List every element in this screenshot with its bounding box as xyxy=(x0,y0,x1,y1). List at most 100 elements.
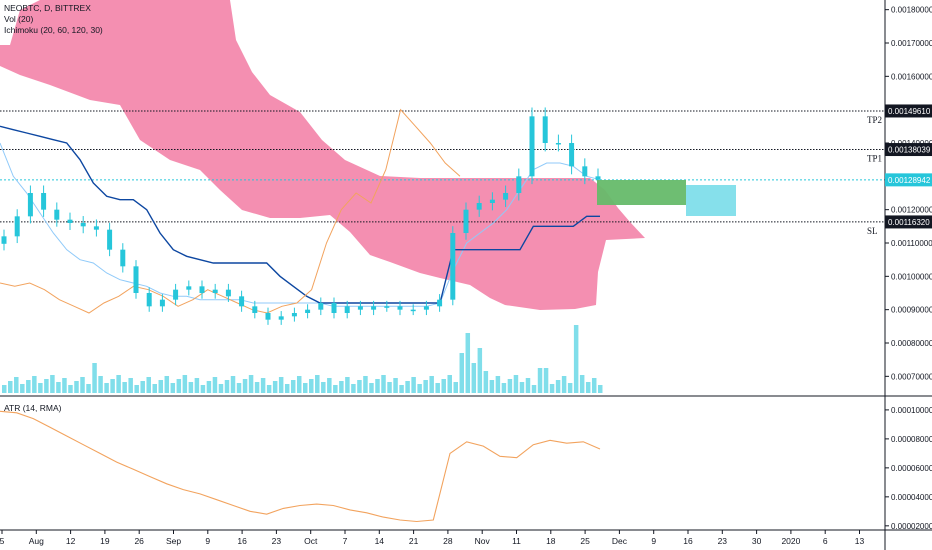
volume-bar xyxy=(122,382,127,393)
volume-bar xyxy=(309,379,314,393)
volume-bar xyxy=(573,325,579,393)
time-axis[interactable]: 5 Aug 12 19 26 Sep 9 16 23 Oct 7 14 21 28 Nov 11 18 25 Dec… xyxy=(0,530,864,546)
volume-bar xyxy=(140,381,145,393)
volume-bar xyxy=(296,376,302,393)
volume-bar xyxy=(176,379,182,393)
level-tag xyxy=(885,173,932,187)
volume-bar xyxy=(92,363,97,393)
candle-body xyxy=(423,306,429,310)
candle-body xyxy=(159,299,165,307)
level-note: SL xyxy=(867,226,878,236)
volume-bar xyxy=(567,383,573,393)
level-tag-label: 0.00128942 xyxy=(888,176,931,185)
volume-bar xyxy=(393,378,398,393)
price-axis[interactable]: 0.001800000.001700000.001600000.00150000… xyxy=(885,6,932,382)
volume-bar xyxy=(224,380,230,393)
volume-bar xyxy=(369,383,374,393)
volume-bar xyxy=(128,378,133,393)
ichimoku-legend[interactable]: Ichimoku (20, 60, 120, 30) xyxy=(4,25,103,35)
volume-bar xyxy=(134,385,139,393)
candle-body xyxy=(173,289,179,300)
time-tick-label: 16 xyxy=(683,536,693,546)
volume-bar xyxy=(230,376,236,393)
volume-bar xyxy=(543,368,549,393)
volume-bar xyxy=(477,348,483,393)
atr-axis[interactable]: 0.00010000 0.00008000 0.00006000 0.00004000… xyxy=(885,406,932,531)
volume-bar xyxy=(2,385,7,393)
volume-bar xyxy=(248,375,254,393)
atr-pane[interactable] xyxy=(0,410,601,523)
candle-body xyxy=(186,286,192,290)
volume-bars xyxy=(2,325,603,393)
price-tick-label: 0.00080000 xyxy=(891,339,932,348)
level-annotations: TP2 TP1 SL xyxy=(867,115,882,236)
volume-bar xyxy=(405,381,410,393)
volume-bar xyxy=(98,376,103,393)
volume-bar xyxy=(513,375,519,393)
volume-bar xyxy=(14,377,19,393)
volume-bar xyxy=(74,381,79,393)
price-tick-label: 0.00070000 xyxy=(891,372,932,381)
volume-bar xyxy=(375,379,380,393)
time-tick-label: 11 xyxy=(512,536,521,546)
volume-bar xyxy=(591,378,597,393)
time-tick-label: 26 xyxy=(134,536,144,546)
cloud-area xyxy=(0,0,645,310)
time-tick-label: Aug xyxy=(29,536,44,546)
volume-bar xyxy=(399,385,404,393)
volume-bar xyxy=(483,371,489,393)
conversion-line xyxy=(0,142,601,307)
candle-body xyxy=(450,233,456,300)
atr-tick-label: 0.00006000 xyxy=(891,464,932,473)
level-tag-label: 0.00138039 xyxy=(888,146,931,155)
candle-body xyxy=(410,309,416,312)
candle-body xyxy=(542,116,548,143)
volume-bar xyxy=(206,381,212,393)
time-tick-label: 19 xyxy=(100,536,110,546)
volume-bar xyxy=(182,375,188,393)
candle-body xyxy=(569,143,575,167)
volume-bar xyxy=(242,379,248,393)
candle-body xyxy=(582,166,588,177)
atr-tick-label: 0.00004000 xyxy=(891,493,932,502)
time-tick-label: Dec xyxy=(612,536,628,546)
volume-bar xyxy=(260,378,266,393)
symbol-title[interactable]: NEOBTC, D, BITTREX xyxy=(4,3,91,13)
volume-bar xyxy=(435,383,440,393)
volume-bar xyxy=(327,378,332,393)
time-tick-label: 21 xyxy=(409,536,419,546)
price-level-tags: 0.00149610 0.00138039 0.00128942 0.00116320 xyxy=(885,104,932,229)
candle-body xyxy=(476,203,482,210)
time-tick-label: 23 xyxy=(718,536,728,546)
candle-body xyxy=(80,223,86,227)
volume-bar xyxy=(32,376,37,393)
volume-bar xyxy=(272,381,278,393)
atr-tick-label: 0.00002000 xyxy=(891,522,932,531)
candle-body xyxy=(199,286,205,293)
time-tick-label: 16 xyxy=(237,536,247,546)
volume-bar xyxy=(333,385,338,393)
volume-bar xyxy=(321,382,326,393)
candle-body xyxy=(54,209,60,220)
candle-body xyxy=(344,306,350,313)
volume-bar xyxy=(417,384,422,393)
candle-body xyxy=(14,216,20,237)
level-note: TP1 xyxy=(867,154,882,164)
price-pane[interactable]: TP2 TP1 SL xyxy=(0,0,885,393)
volume-bar xyxy=(56,382,61,393)
time-tick-label: 18 xyxy=(546,536,556,546)
atr-title[interactable]: ATR (14, RMA) xyxy=(4,403,62,413)
candle-body xyxy=(437,299,443,307)
price-tick-label: 0.00170000 xyxy=(891,39,932,48)
volume-bar xyxy=(284,384,290,393)
volume-bar xyxy=(381,375,386,393)
candle-body xyxy=(357,306,363,310)
candle-body xyxy=(265,313,271,320)
volume-legend[interactable]: Vol (20) xyxy=(4,14,34,24)
volume-bar xyxy=(447,375,452,393)
volume-bar xyxy=(290,380,296,393)
candle-body xyxy=(291,313,297,317)
volume-bar xyxy=(351,384,356,393)
candle-body xyxy=(278,316,284,320)
